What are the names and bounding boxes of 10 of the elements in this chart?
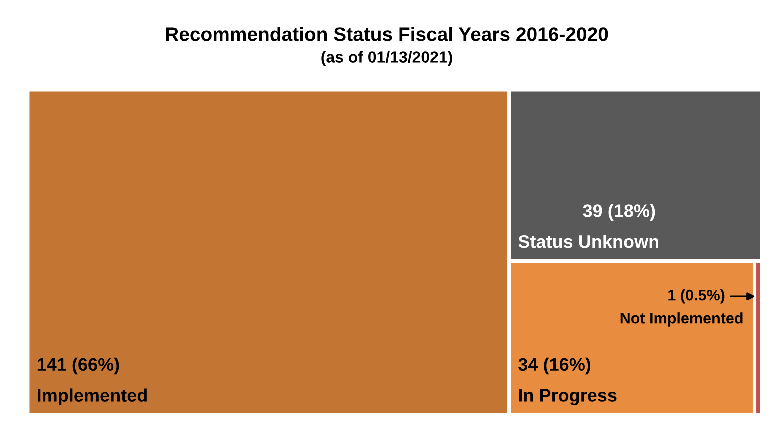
category-label: Status Unknown xyxy=(518,234,658,248)
text: Recommendation Status Fiscal Years 2016-2020 xyxy=(166,27,608,42)
data-label: 34 (16%) xyxy=(518,358,591,375)
data-label: 141 (66%) xyxy=(38,358,120,375)
data-label: 39 (18%) xyxy=(583,204,656,221)
text: (as of 01/13/2021) xyxy=(322,51,452,66)
category-label: In Progress xyxy=(519,389,617,406)
category-label: Not Implemented xyxy=(620,312,743,327)
data-label: 1 (0.5%) xyxy=(668,290,725,304)
category-label: Implemented xyxy=(38,388,147,406)
